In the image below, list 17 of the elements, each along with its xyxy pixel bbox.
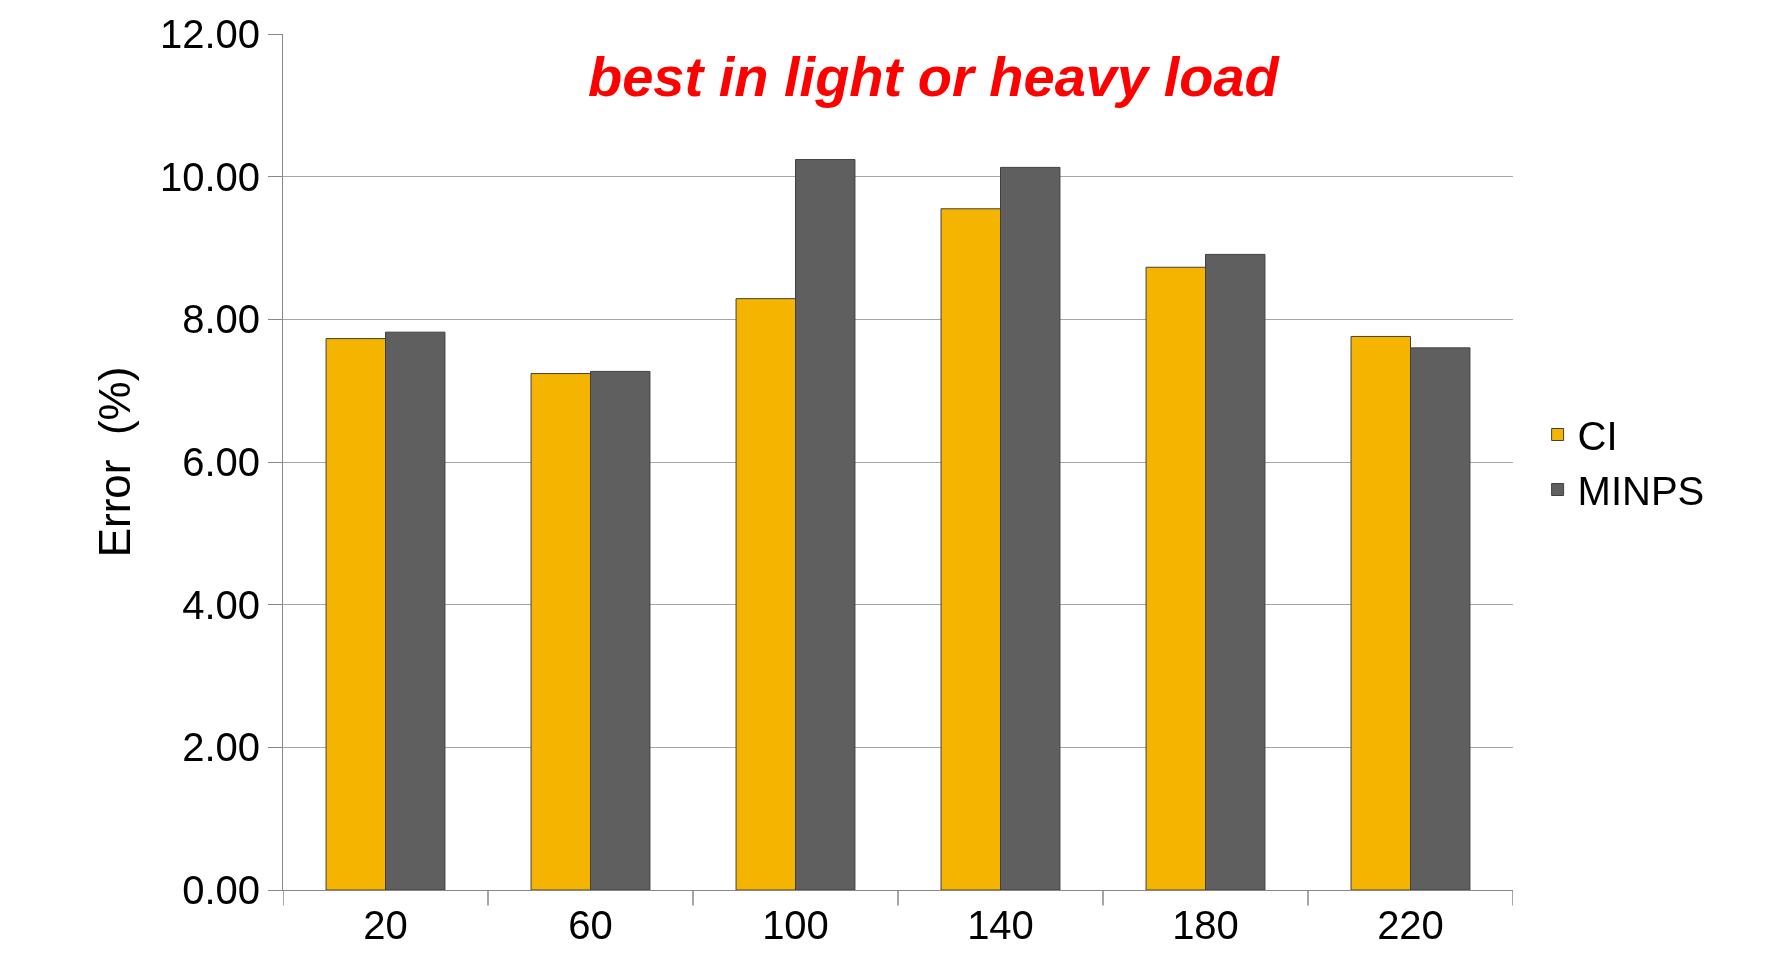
y-tick-label: 6.00: [182, 440, 260, 484]
y-tick-label: 8.00: [182, 297, 260, 342]
legend-label: MINPS: [1577, 469, 1705, 514]
y-tick-label: 0.00: [182, 868, 260, 912]
x-tick-label: 180: [1172, 903, 1239, 947]
chart-title: best in light or heavy load: [588, 45, 1281, 108]
y-tick-label: 10.00: [159, 154, 260, 199]
y-tick-label: 2.00: [182, 725, 260, 770]
x-tick-label: 140: [967, 903, 1034, 947]
y-axis-title: Error (%): [89, 366, 139, 558]
legend-label: CI: [1577, 414, 1618, 459]
y-tick-label: 12.00: [159, 12, 260, 56]
x-tick-label: 60: [568, 903, 613, 947]
x-tick-label: 20: [363, 903, 408, 947]
x-tick-label: 100: [762, 903, 829, 947]
y-tick-label: 4.00: [182, 582, 260, 627]
x-tick-label: 220: [1377, 903, 1444, 947]
